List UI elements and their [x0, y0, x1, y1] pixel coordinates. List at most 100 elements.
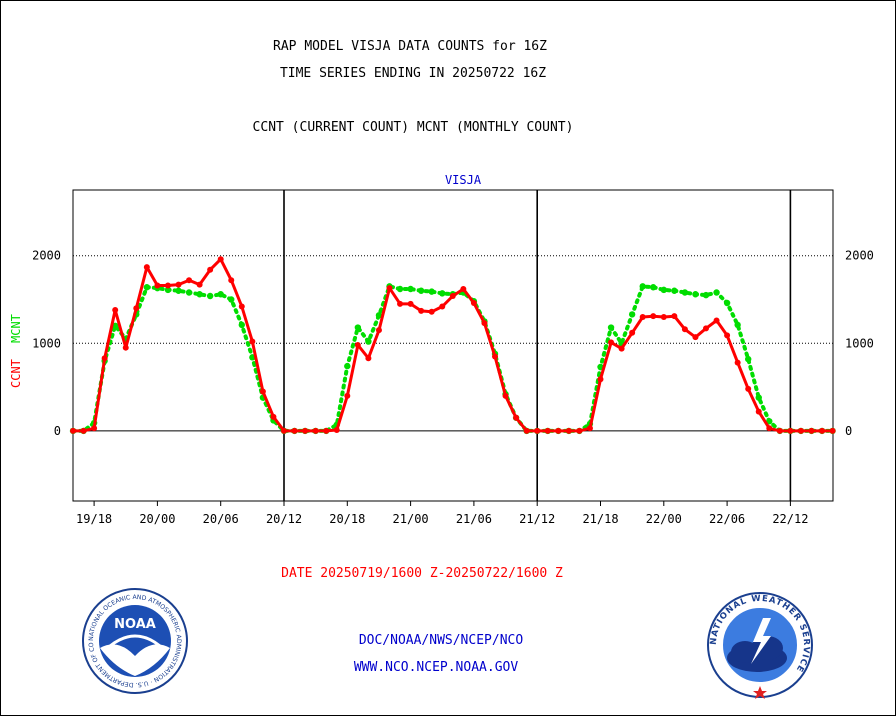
data-point-mcnt — [755, 394, 762, 401]
data-point-ccnt — [639, 314, 646, 321]
data-point-ccnt — [70, 427, 76, 434]
data-point-mcnt — [228, 296, 235, 303]
noaa-logo: NOAA NATIONAL OCEANIC AND ATMOSPHERIC AD… — [80, 586, 188, 694]
data-point-ccnt — [122, 344, 129, 351]
data-point-ccnt — [238, 303, 245, 310]
org-path-label: DOC/NOAA/NWS/NCEP/NCO — [358, 633, 524, 648]
data-point-ccnt — [207, 266, 214, 273]
data-point-mcnt — [217, 291, 224, 298]
data-point-ccnt — [755, 408, 762, 415]
data-point-mcnt — [723, 299, 731, 307]
data-point-mcnt — [428, 288, 435, 295]
data-point-ccnt — [449, 293, 456, 300]
data-point-ccnt — [270, 413, 277, 420]
data-point-ccnt — [196, 281, 203, 288]
data-point-mcnt — [206, 292, 214, 300]
data-point-ccnt — [808, 427, 815, 434]
data-point-ccnt — [428, 308, 435, 315]
data-point-ccnt — [523, 427, 530, 434]
data-point-mcnt — [185, 289, 193, 296]
data-point-ccnt — [186, 277, 193, 284]
data-point-ccnt — [439, 303, 446, 310]
data-point-ccnt — [302, 427, 309, 434]
data-point-mcnt — [607, 324, 615, 331]
data-point-mcnt — [681, 289, 689, 296]
data-point-ccnt — [787, 427, 794, 434]
data-point-ccnt — [819, 427, 826, 434]
data-point-ccnt — [80, 427, 87, 434]
data-point-ccnt — [534, 427, 541, 434]
x-tick-label: 21/12 — [519, 512, 555, 526]
data-point-ccnt — [681, 326, 688, 333]
series-line-ccnt — [71, 257, 835, 433]
data-point-mcnt — [628, 311, 636, 318]
data-point-ccnt — [597, 376, 604, 383]
data-point-ccnt — [375, 327, 382, 334]
data-point-ccnt — [829, 427, 836, 434]
y-label-ccnt: CCNT — [9, 359, 23, 388]
data-point-ccnt — [312, 427, 319, 434]
y-tick-label-right: 1000 — [845, 336, 874, 350]
data-point-ccnt — [660, 314, 667, 321]
chart-title-line1: RAP MODEL VISJA DATA COUNTS for 16Z — [273, 39, 547, 54]
data-point-ccnt — [724, 332, 731, 339]
series-line-mcnt — [71, 284, 835, 433]
data-point-ccnt — [175, 281, 182, 288]
data-point-ccnt — [344, 392, 351, 399]
data-point-ccnt — [776, 427, 783, 434]
website-label: WWW.NCO.NCEP.NOAA.GOV — [353, 660, 519, 675]
data-point-mcnt — [702, 291, 710, 299]
data-point-ccnt — [143, 264, 150, 271]
x-tick-label: 22/12 — [772, 512, 808, 526]
data-point-ccnt — [576, 427, 583, 434]
data-point-ccnt — [481, 320, 488, 327]
data-point-ccnt — [259, 388, 266, 395]
date-range-label: DATE 20250719/1600 Z-20250722/1600 Z — [281, 566, 563, 581]
data-point-mcnt — [238, 321, 245, 329]
data-point-ccnt — [470, 300, 477, 307]
data-point-ccnt — [249, 338, 256, 345]
data-point-mcnt — [143, 284, 151, 291]
x-tick-label: 22/06 — [709, 512, 745, 526]
data-point-mcnt — [639, 283, 646, 290]
data-point-mcnt — [175, 287, 182, 294]
data-point-ccnt — [164, 282, 171, 289]
x-tick-label: 22/00 — [646, 512, 682, 526]
x-tick-label: 21/06 — [456, 512, 492, 526]
data-point-ccnt — [217, 256, 224, 263]
data-point-mcnt — [365, 338, 372, 345]
data-point-ccnt — [734, 359, 741, 366]
data-point-mcnt — [734, 321, 741, 329]
data-point-ccnt — [460, 285, 467, 292]
chart-title-line2: TIME SERIES ENDING IN 20250722 16Z — [279, 66, 547, 81]
data-point-ccnt — [502, 392, 509, 399]
data-point-mcnt — [196, 291, 203, 298]
data-point-ccnt — [407, 300, 414, 307]
data-point-mcnt — [164, 286, 172, 294]
noaa-logo-label: NOAA — [114, 617, 156, 632]
x-tick-label: 20/12 — [266, 512, 302, 526]
data-point-ccnt — [608, 339, 615, 346]
data-point-mcnt — [396, 285, 404, 293]
data-point-ccnt — [354, 342, 361, 349]
data-point-mcnt — [650, 284, 657, 291]
data-point-ccnt — [101, 355, 108, 362]
data-point-mcnt — [375, 312, 383, 319]
y-tick-label-right: 0 — [845, 424, 852, 438]
data-point-mcnt — [407, 285, 414, 293]
data-point-ccnt — [797, 427, 804, 434]
data-point-ccnt — [692, 334, 699, 341]
data-point-mcnt — [671, 287, 678, 294]
data-point-ccnt — [281, 427, 287, 434]
data-point-ccnt — [565, 427, 572, 434]
data-point-ccnt — [671, 313, 678, 320]
y-tick-label-left: 2000 — [32, 249, 61, 263]
data-point-mcnt — [439, 290, 446, 297]
data-point-ccnt — [766, 425, 773, 432]
data-point-ccnt — [323, 427, 330, 434]
data-point-ccnt — [713, 317, 720, 324]
data-point-ccnt — [629, 329, 636, 336]
data-point-ccnt — [586, 425, 593, 432]
x-tick-label: 20/00 — [139, 512, 175, 526]
